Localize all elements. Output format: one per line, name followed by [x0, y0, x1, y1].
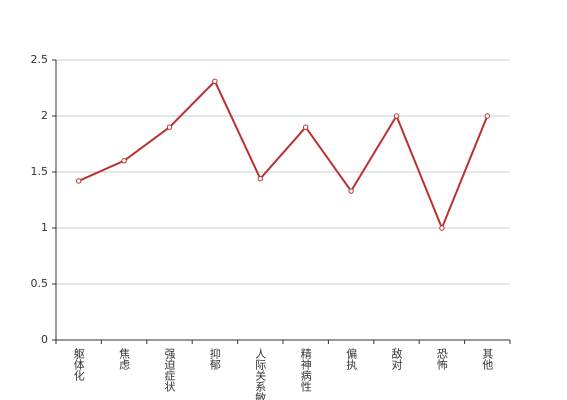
x-tick-label: 抑郁 — [208, 347, 221, 370]
point — [393, 113, 400, 119]
x-tick-label: 其他 — [481, 348, 494, 370]
point — [257, 176, 263, 182]
x-tick-label: 偏执 — [345, 347, 358, 371]
point — [166, 124, 173, 130]
point — [439, 225, 445, 231]
line — [78, 79, 489, 231]
y-tick-label: 0 — [41, 333, 48, 346]
y-tick-label: 1 — [41, 221, 48, 234]
x-tick-label: 焦虑 — [118, 348, 131, 370]
point — [76, 178, 82, 184]
x-tick-label: 恐怖 — [435, 348, 448, 370]
point — [303, 124, 309, 130]
x-tick-label: 精神病性 — [299, 348, 312, 393]
x-tick-label: 躯体化 — [72, 348, 85, 382]
point — [348, 188, 354, 194]
x-tick-label: 强迫症状 — [163, 348, 176, 392]
y-tick-label: 2.5 — [31, 53, 49, 66]
y-tick-label: 1.5 — [31, 165, 49, 178]
point — [212, 78, 218, 84]
y-tick-label: 0.5 — [31, 277, 49, 290]
point — [121, 158, 127, 164]
y-tick-label: 2 — [41, 109, 48, 122]
x-tick-label: 敌对 — [390, 347, 403, 370]
point — [484, 113, 490, 119]
x-tick-label: 人际关系敏感 — [254, 348, 267, 400]
